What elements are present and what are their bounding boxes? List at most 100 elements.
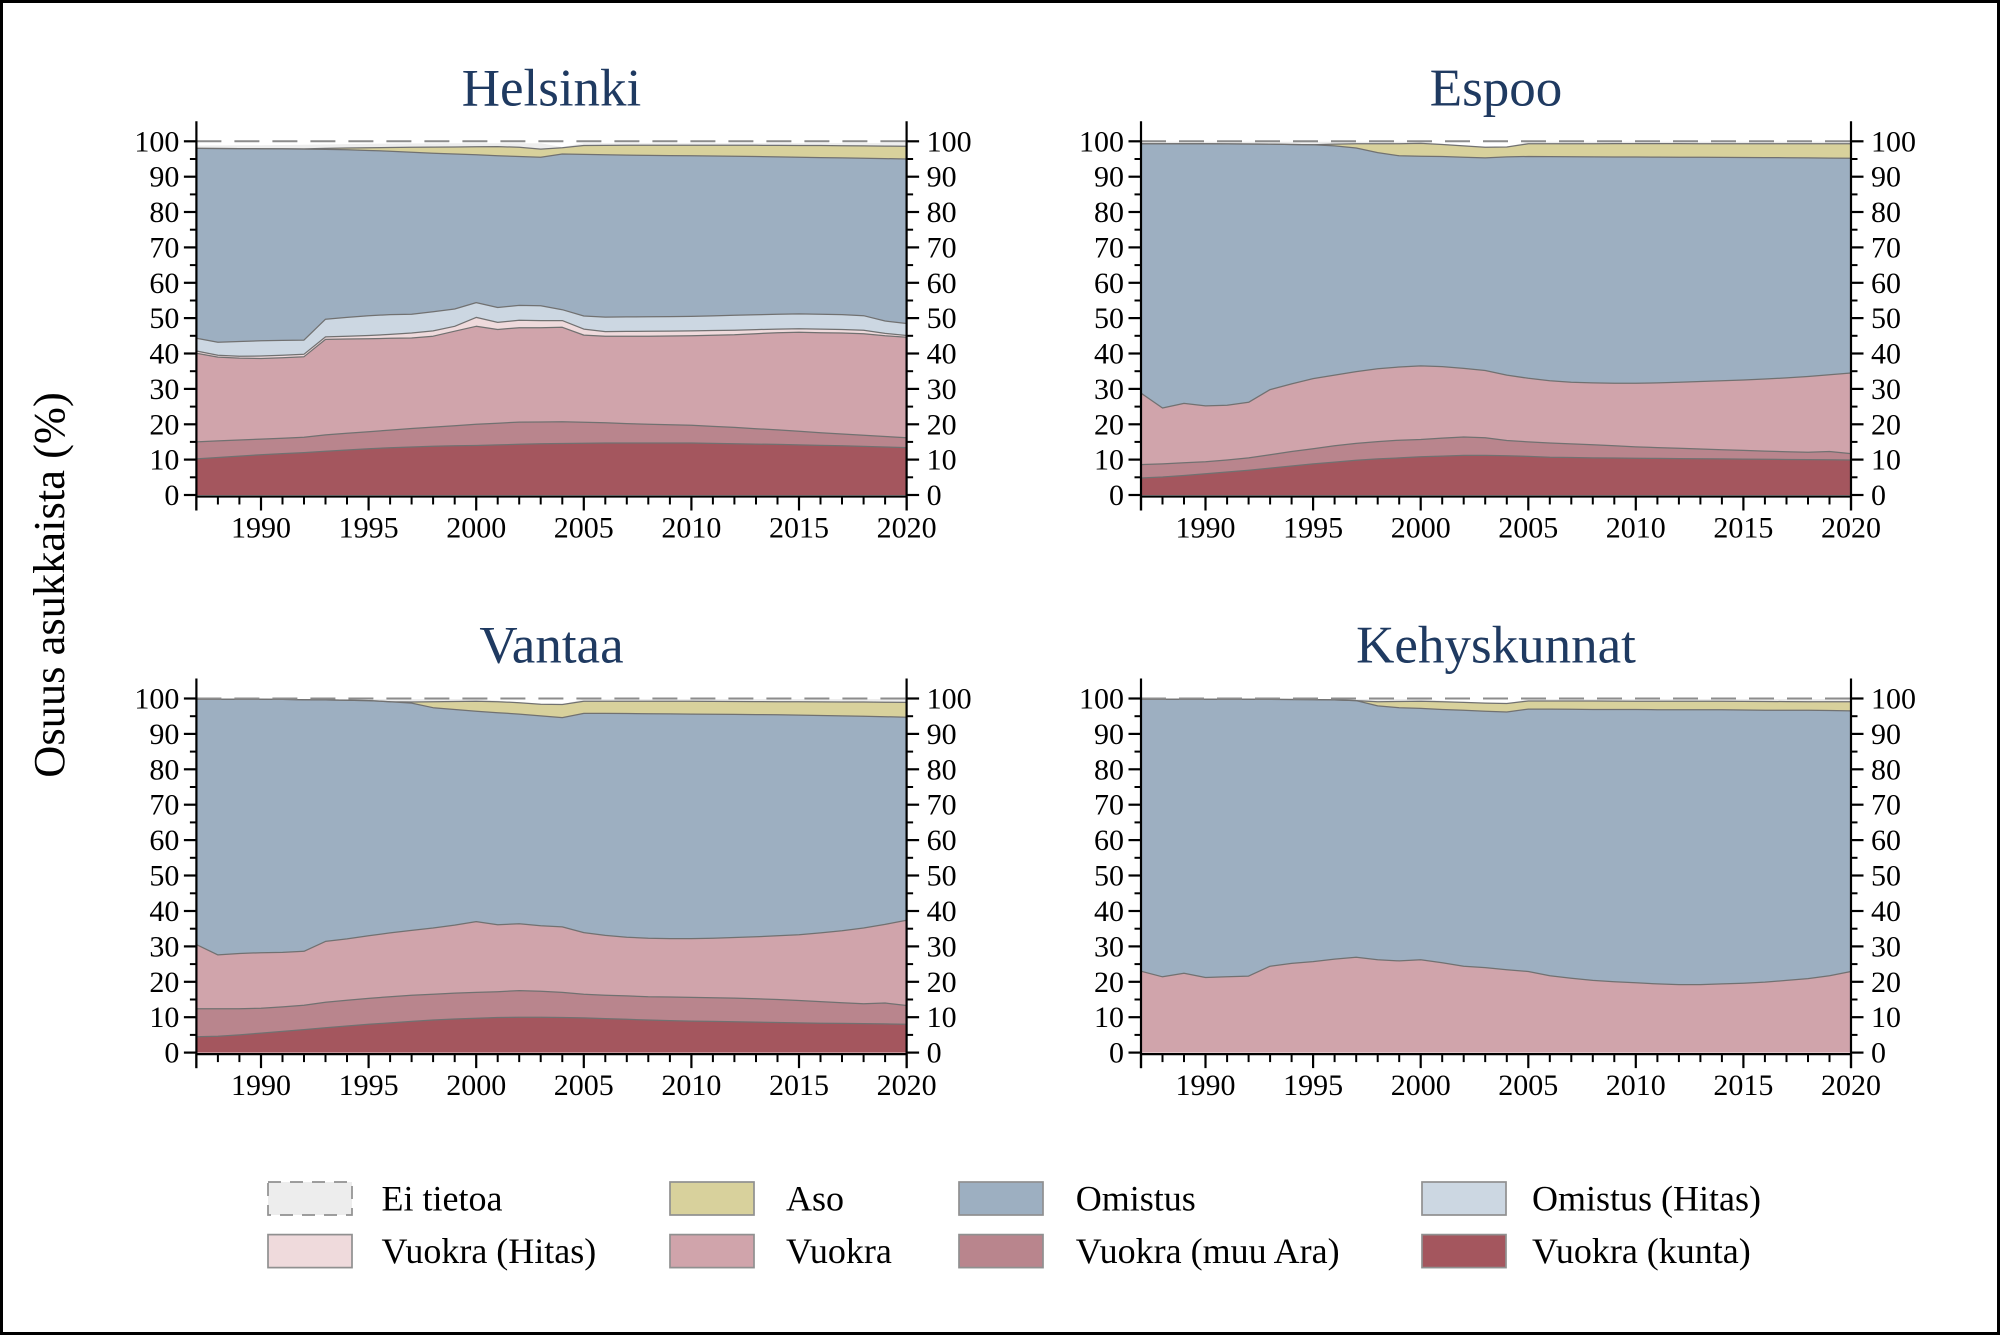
svg-text:Espoo: Espoo: [1430, 59, 1563, 117]
svg-text:2015: 2015: [1713, 1069, 1773, 1102]
svg-text:40: 40: [1094, 338, 1124, 371]
svg-text:2005: 2005: [554, 1069, 614, 1102]
svg-text:50: 50: [1871, 302, 1901, 335]
svg-text:90: 90: [927, 161, 957, 194]
svg-text:Osuus asukkaista (%): Osuus asukkaista (%): [24, 392, 74, 778]
svg-text:40: 40: [149, 895, 179, 928]
svg-text:100: 100: [134, 683, 179, 716]
svg-text:2010: 2010: [661, 1069, 721, 1102]
svg-text:40: 40: [1871, 895, 1901, 928]
svg-text:90: 90: [149, 718, 179, 751]
svg-text:100: 100: [1079, 125, 1124, 158]
svg-text:100: 100: [134, 125, 179, 158]
svg-text:70: 70: [1871, 231, 1901, 264]
svg-text:80: 80: [1871, 753, 1901, 786]
svg-text:100: 100: [1871, 683, 1916, 716]
svg-text:Helsinki: Helsinki: [462, 59, 642, 117]
svg-text:2020: 2020: [877, 1069, 937, 1102]
svg-text:80: 80: [1094, 196, 1124, 229]
svg-text:20: 20: [927, 966, 957, 999]
svg-text:0: 0: [164, 1037, 179, 1070]
svg-text:70: 70: [149, 789, 179, 822]
svg-text:90: 90: [149, 161, 179, 194]
svg-text:10: 10: [1871, 1001, 1901, 1034]
svg-text:80: 80: [149, 753, 179, 786]
svg-text:60: 60: [1871, 267, 1901, 300]
svg-text:0: 0: [164, 479, 179, 512]
svg-text:Kehyskunnat: Kehyskunnat: [1356, 617, 1636, 675]
svg-text:10: 10: [927, 444, 957, 477]
svg-text:1995: 1995: [339, 1069, 399, 1102]
svg-text:90: 90: [1094, 718, 1124, 751]
svg-text:Vuokra (muu Ara): Vuokra (muu Ara): [1076, 1231, 1340, 1271]
svg-text:10: 10: [1094, 1001, 1124, 1034]
svg-text:2020: 2020: [1821, 512, 1881, 545]
svg-text:2020: 2020: [1821, 1069, 1881, 1102]
svg-text:40: 40: [927, 338, 957, 371]
svg-text:100: 100: [927, 683, 972, 716]
svg-text:Aso: Aso: [786, 1179, 844, 1219]
svg-text:80: 80: [1094, 753, 1124, 786]
svg-text:60: 60: [1871, 824, 1901, 857]
svg-text:100: 100: [1871, 125, 1916, 158]
svg-text:2000: 2000: [1391, 1069, 1451, 1102]
svg-text:2005: 2005: [554, 512, 614, 545]
svg-text:20: 20: [1871, 408, 1901, 441]
svg-text:20: 20: [1871, 966, 1901, 999]
svg-text:50: 50: [1094, 302, 1124, 335]
svg-text:2005: 2005: [1498, 512, 1558, 545]
svg-text:2000: 2000: [446, 1069, 506, 1102]
svg-text:70: 70: [927, 789, 957, 822]
svg-text:Vantaa: Vantaa: [479, 617, 623, 675]
svg-text:0: 0: [1109, 1037, 1124, 1070]
svg-text:30: 30: [1871, 373, 1901, 406]
svg-text:70: 70: [1094, 789, 1124, 822]
svg-text:1995: 1995: [1283, 1069, 1343, 1102]
svg-text:90: 90: [927, 718, 957, 751]
svg-text:30: 30: [927, 930, 957, 963]
svg-text:70: 70: [149, 231, 179, 264]
svg-text:Ei tietoa: Ei tietoa: [382, 1179, 503, 1219]
svg-text:20: 20: [149, 966, 179, 999]
svg-text:10: 10: [149, 1001, 179, 1034]
svg-text:100: 100: [927, 125, 972, 158]
svg-text:2000: 2000: [446, 512, 506, 545]
svg-text:1995: 1995: [1283, 512, 1343, 545]
svg-text:2010: 2010: [661, 512, 721, 545]
svg-text:30: 30: [1871, 930, 1901, 963]
svg-text:60: 60: [149, 267, 179, 300]
svg-text:Omistus: Omistus: [1076, 1179, 1196, 1219]
svg-text:70: 70: [927, 231, 957, 264]
svg-text:90: 90: [1871, 161, 1901, 194]
svg-text:60: 60: [1094, 824, 1124, 857]
svg-text:60: 60: [1094, 267, 1124, 300]
svg-text:50: 50: [149, 302, 179, 335]
svg-text:60: 60: [927, 824, 957, 857]
svg-text:Vuokra (Hitas): Vuokra (Hitas): [382, 1231, 597, 1271]
svg-text:90: 90: [1094, 161, 1124, 194]
svg-text:Omistus (Hitas): Omistus (Hitas): [1532, 1179, 1761, 1219]
svg-text:80: 80: [149, 196, 179, 229]
svg-text:2015: 2015: [769, 512, 829, 545]
svg-text:50: 50: [149, 860, 179, 893]
svg-text:50: 50: [1871, 860, 1901, 893]
svg-text:40: 40: [149, 338, 179, 371]
svg-text:20: 20: [1094, 966, 1124, 999]
svg-text:60: 60: [927, 267, 957, 300]
svg-text:20: 20: [149, 408, 179, 441]
svg-text:10: 10: [1094, 444, 1124, 477]
svg-text:10: 10: [1871, 444, 1901, 477]
svg-text:2020: 2020: [877, 512, 937, 545]
svg-text:80: 80: [927, 753, 957, 786]
svg-text:0: 0: [1871, 479, 1886, 512]
svg-text:40: 40: [1094, 895, 1124, 928]
svg-text:100: 100: [1079, 683, 1124, 716]
svg-text:50: 50: [1094, 860, 1124, 893]
svg-text:50: 50: [927, 302, 957, 335]
svg-text:2010: 2010: [1606, 1069, 1666, 1102]
svg-text:70: 70: [1871, 789, 1901, 822]
svg-text:80: 80: [927, 196, 957, 229]
svg-text:1995: 1995: [339, 512, 399, 545]
svg-text:90: 90: [1871, 718, 1901, 751]
svg-text:30: 30: [1094, 373, 1124, 406]
